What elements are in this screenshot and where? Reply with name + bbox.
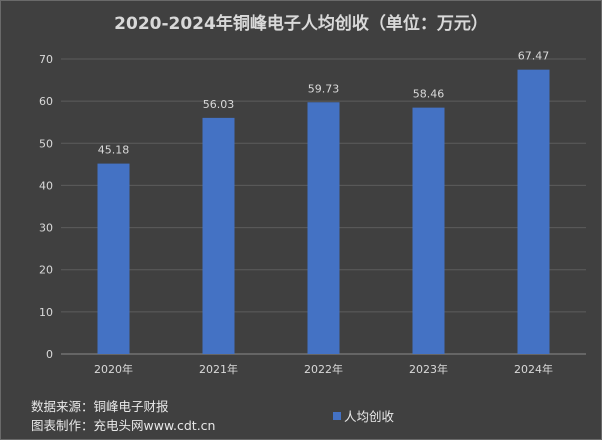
data-source-note: 数据来源：铜峰电子财报 [31,399,169,414]
y-tick-label: 0 [46,348,53,361]
bar [517,69,550,354]
y-tick-label: 10 [39,306,53,319]
chart-maker-note: 图表制作：充电头网www.cdt.cn [31,418,216,433]
x-tick-label: 2021年 [199,362,238,376]
y-tick-label: 60 [39,95,53,108]
data-label: 59.73 [308,82,340,95]
x-tick-label: 2022年 [304,362,343,376]
data-label: 45.18 [98,144,130,157]
y-tick-label: 40 [39,179,53,192]
bar [97,163,130,354]
data-label: 67.47 [518,50,550,63]
x-tick-label: 2024年 [514,362,553,376]
y-tick-label: 50 [39,137,53,150]
data-label: 56.03 [203,98,235,111]
x-tick-label: 2023年 [409,362,448,376]
legend-swatch [333,411,341,420]
x-tick-label: 2020年 [94,362,133,376]
y-tick-label: 30 [39,222,53,235]
bar [202,117,235,355]
y-tick-label: 70 [39,53,53,66]
bar [307,102,340,354]
legend-label: 人均创收 [344,409,395,424]
data-label: 58.46 [413,88,445,101]
bar [412,107,445,354]
chart-title: 2020-2024年铜峰电子人均创收（单位：万元） [114,14,488,34]
y-tick-label: 20 [39,264,53,277]
legend: 人均创收 [333,406,394,425]
